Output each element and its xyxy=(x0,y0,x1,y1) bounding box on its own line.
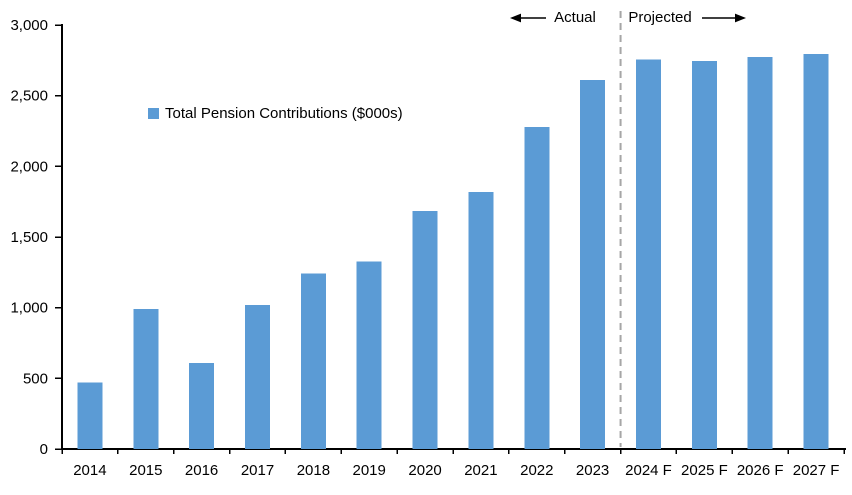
x-axis-label-2016: 2016 xyxy=(185,462,218,479)
bar-2026 F xyxy=(747,56,773,450)
legend: Total Pension Contributions ($000s) xyxy=(148,105,403,122)
legend-swatch-icon xyxy=(148,108,159,119)
x-axis-label-2018: 2018 xyxy=(297,462,330,479)
bar-2027 F xyxy=(803,54,829,449)
y-axis-label: 3,000 xyxy=(10,17,48,34)
bar-2015 xyxy=(133,309,159,449)
bar-2016 xyxy=(189,362,215,449)
projected-arrow-icon xyxy=(702,13,746,23)
legend-label: Total Pension Contributions ($000s) xyxy=(165,105,403,122)
x-axis-label-2025 F: 2025 F xyxy=(681,462,728,479)
y-axis-label: 2,000 xyxy=(10,158,48,175)
bar-2022 xyxy=(524,126,550,450)
bar-2024 F xyxy=(636,59,661,449)
x-axis-label-2023: 2023 xyxy=(576,462,609,479)
y-axis-label: 0 xyxy=(40,441,48,458)
bar-2025 F xyxy=(691,61,717,449)
x-axis-label-2027 F: 2027 F xyxy=(793,462,840,479)
bar-2023 xyxy=(580,80,606,449)
y-axis-label: 1,500 xyxy=(10,229,48,246)
x-axis-label-2014: 2014 xyxy=(73,462,106,479)
x-axis-label-2017: 2017 xyxy=(241,462,274,479)
bar-2014 xyxy=(77,382,103,449)
x-axis-label-2020: 2020 xyxy=(408,462,441,479)
bar-2020 xyxy=(412,210,438,449)
x-axis-label-2019: 2019 xyxy=(353,462,386,479)
x-axis-label-2026 F: 2026 F xyxy=(737,462,784,479)
x-axis-label-2022: 2022 xyxy=(520,462,553,479)
x-axis-label-2024 F: 2024 F xyxy=(625,462,672,479)
x-axis-label-2015: 2015 xyxy=(129,462,162,479)
bar-2018 xyxy=(300,273,326,449)
bar-2017 xyxy=(245,304,270,449)
x-axis-label-2021: 2021 xyxy=(464,462,497,479)
projected-section-label: Projected xyxy=(628,9,692,26)
y-axis-label: 1,000 xyxy=(10,300,48,317)
bar-2021 xyxy=(468,191,494,450)
y-axis-label: 500 xyxy=(23,370,48,387)
actual-section-label: Actual xyxy=(554,9,596,26)
bar-2019 xyxy=(356,261,382,449)
actual-arrow-icon xyxy=(510,13,546,23)
y-axis-label: 2,500 xyxy=(10,88,48,105)
